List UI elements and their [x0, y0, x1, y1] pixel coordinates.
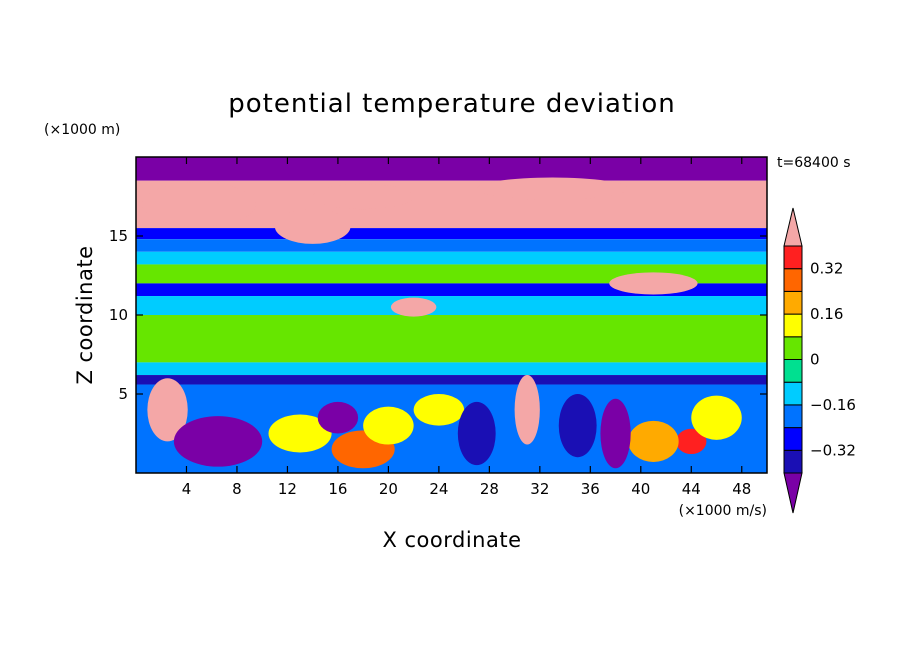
- x-axis-label: X coordinate: [382, 528, 521, 552]
- x-tick-label: 20: [379, 480, 398, 498]
- x-axis: 4 8 12 16 20 24 28 32 36 40 44 48: [182, 157, 751, 498]
- x-tick-label: 16: [328, 480, 347, 498]
- y-tick-label: 5: [118, 385, 128, 403]
- colorbar-tick-label: 0.32: [810, 260, 843, 278]
- field-patch-5: [390, 297, 437, 317]
- colorbar-swatch: [783, 449, 803, 474]
- field-patch-13: [628, 420, 679, 462]
- field-band-0: [136, 157, 767, 181]
- field-patch-3: [476, 177, 629, 200]
- field-band-5: [136, 264, 767, 284]
- colorbar-swatch: [783, 290, 803, 315]
- field-patch-10: [363, 406, 414, 445]
- field-patch-2: [312, 183, 414, 210]
- field-band-6: [136, 283, 767, 297]
- contour-field: [136, 157, 767, 473]
- field-patch-6: [147, 378, 188, 442]
- field-band-4: [136, 251, 767, 265]
- colorbar-swatch: [783, 268, 803, 292]
- field-patch-15: [558, 394, 597, 458]
- field-patch-17: [457, 401, 496, 466]
- field-patch-16: [600, 398, 631, 469]
- x-tick-label: 28: [480, 480, 499, 498]
- y-unit-label: (×1000 m): [44, 122, 120, 138]
- colorbar-swatch: [783, 381, 803, 406]
- field-band-2: [136, 228, 767, 240]
- x-tick-label: 36: [581, 480, 600, 498]
- colorbar-max-arrow: [783, 207, 803, 247]
- colorbar-swatch: [783, 245, 803, 270]
- field-patch-0: [142, 182, 256, 227]
- field-patch-1: [274, 209, 351, 244]
- colorbar-swatch: [783, 359, 803, 383]
- x-tick-label: 8: [232, 480, 242, 498]
- chart-title: potential temperature deviation: [228, 89, 675, 119]
- colorbar-swatch: [783, 313, 803, 338]
- x-tick-label: 12: [278, 480, 297, 498]
- colorbar-tick-label: 0.16: [810, 305, 843, 323]
- x-tick-label: 44: [682, 480, 701, 498]
- x-tick-label: 4: [182, 480, 192, 498]
- colorbar-tick-label: −0.32: [810, 441, 856, 459]
- colorbar: 0.32 0.16 0 −0.16 −0.32: [783, 207, 856, 514]
- field-patch-8: [676, 428, 707, 455]
- colorbar-swatch: [783, 427, 803, 451]
- x-tick-label: 24: [429, 480, 448, 498]
- colorbar-tick-label: −0.16: [810, 396, 856, 414]
- y-tick-label: 10: [109, 306, 128, 324]
- colorbar-swatch: [783, 336, 803, 360]
- y-tick-label: 15: [109, 227, 128, 245]
- colorbar-tick-label: 0: [810, 351, 820, 369]
- field-band-10: [136, 375, 767, 385]
- field-band-9: [136, 362, 767, 376]
- x-unit-label: (×1000 m/s): [679, 503, 767, 519]
- field-patch-14: [691, 395, 742, 440]
- y-axis: 5 10 15: [109, 227, 767, 403]
- field-patch-11: [268, 414, 332, 453]
- x-tick-label: 32: [530, 480, 549, 498]
- field-band-7: [136, 296, 767, 315]
- field-patch-18: [173, 416, 263, 467]
- time-label: t=68400 s: [777, 155, 851, 171]
- colorbar-min-arrow: [783, 472, 803, 514]
- field-band-8: [136, 315, 767, 363]
- field-patch-19: [317, 401, 359, 434]
- field-band-3: [136, 239, 767, 252]
- y-axis-label: Z coordinate: [73, 245, 97, 384]
- field-patch-4: [609, 272, 698, 295]
- field-patch-12: [413, 394, 465, 426]
- x-tick-label: 48: [732, 480, 751, 498]
- colorbar-swatch: [783, 404, 803, 429]
- x-tick-label: 40: [631, 480, 650, 498]
- field-patch-7: [514, 375, 540, 445]
